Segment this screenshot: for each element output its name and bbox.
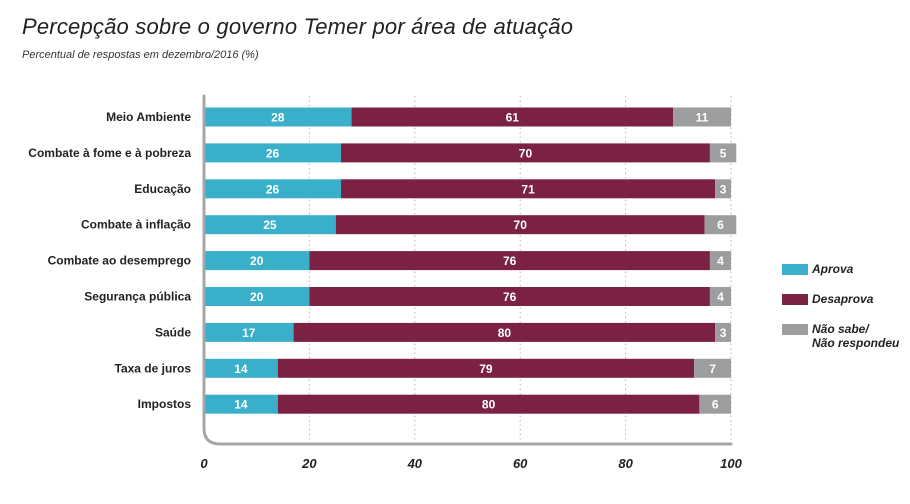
category-label-impostos: Impostos: [138, 397, 192, 411]
bar-nao-sabe-combate-a-fome-e-a-pobreza: [709, 143, 737, 163]
bar-nao-sabe-meio-ambiente: [673, 107, 731, 127]
data-label-nao-sabe-saude: 3: [720, 326, 727, 340]
bar-nao-sabe-educacao: [715, 179, 731, 199]
bar-aprova-combate-a-fome-e-a-pobreza: [204, 143, 342, 163]
data-label-nao-sabe-combate-a-inflacao: 6: [717, 218, 724, 232]
data-label-nao-sabe-taxa-de-juros: 7: [709, 362, 716, 376]
category-label-educacao: Educação: [134, 182, 191, 196]
data-label-nao-sabe-meio-ambiente: 11: [696, 111, 709, 125]
data-label-desaprova-combate-a-inflacao: 70: [514, 218, 528, 232]
x-tick-label-100: 100: [720, 456, 742, 471]
bar-desaprova-combate-a-fome-e-a-pobreza: [341, 143, 710, 163]
data-label-nao-sabe-seguranca-publica: 4: [717, 290, 724, 304]
legend-swatch-desaprova: [782, 294, 808, 305]
data-label-aprova-combate-ao-desemprego: 20: [250, 254, 264, 268]
bar-nao-sabe-combate-ao-desemprego: [709, 251, 731, 271]
data-label-desaprova-combate-a-fome-e-a-pobreza: 70: [519, 146, 533, 160]
legend-label-desaprova: Desaprova: [812, 292, 874, 306]
data-label-aprova-saude: 17: [242, 326, 256, 340]
x-tick-label-40: 40: [407, 456, 423, 471]
bar-aprova-seguranca-publica: [204, 287, 310, 306]
bar-desaprova-meio-ambiente: [351, 107, 674, 127]
data-label-desaprova-taxa-de-juros: 79: [479, 362, 493, 376]
bar-desaprova-combate-a-inflacao: [335, 215, 705, 235]
bar-aprova-meio-ambiente: [204, 107, 352, 127]
x-tick-label-80: 80: [618, 456, 633, 471]
legend-label-nao-sabe: Não sabe/ Não respondeu: [812, 322, 900, 350]
axis-line: [202, 94, 733, 446]
data-label-aprova-seguranca-publica: 20: [250, 290, 264, 304]
category-label-combate-a-inflacao: Combate à inflação: [81, 218, 191, 232]
bar-aprova-taxa-de-juros: [204, 358, 278, 378]
data-label-desaprova-combate-ao-desemprego: 76: [503, 254, 517, 268]
data-label-desaprova-saude: 80: [498, 326, 512, 340]
data-label-nao-sabe-impostos: 6: [712, 398, 719, 412]
bar-desaprova-educacao: [341, 179, 716, 199]
legend-label-aprova: Aprova: [812, 262, 854, 276]
category-label-combate-ao-desemprego: Combate ao desemprego: [48, 254, 191, 268]
bar-aprova-impostos: [204, 394, 278, 414]
legend-item-aprova: Aprova: [782, 262, 899, 276]
x-tick-label-20: 20: [301, 456, 317, 471]
data-label-nao-sabe-combate-a-fome-e-a-pobreza: 5: [720, 146, 727, 160]
data-label-aprova-combate-a-fome-e-a-pobreza: 26: [266, 146, 280, 160]
bar-nao-sabe-saude: [715, 322, 731, 342]
chart-subtitle: Percentual de respostas em dezembro/2016…: [22, 49, 259, 61]
bar-nao-sabe-combate-a-inflacao: [704, 215, 737, 235]
data-label-desaprova-educacao: 71: [521, 182, 535, 196]
x-tick-label-0: 0: [200, 456, 208, 471]
legend-swatch-aprova: [782, 264, 808, 275]
data-label-desaprova-impostos: 80: [482, 398, 496, 412]
bar-aprova-saude: [204, 322, 294, 342]
bar-aprova-combate-a-inflacao: [204, 215, 336, 235]
category-label-seguranca-publica: Segurança pública: [84, 290, 191, 304]
category-label-saude: Saúde: [155, 325, 191, 339]
legend: Aprova Desaprova Não sabe/ Não respondeu: [782, 262, 899, 366]
x-tick-label-60: 60: [513, 456, 528, 471]
data-label-desaprova-meio-ambiente: 61: [506, 111, 520, 125]
chart-title: Percepção sobre o governo Temer por área…: [22, 14, 574, 39]
bar-aprova-educacao: [204, 179, 342, 199]
category-label-taxa-de-juros: Taxa de juros: [115, 361, 192, 375]
bar-desaprova-combate-ao-desemprego: [309, 251, 710, 271]
bar-desaprova-impostos: [277, 394, 700, 414]
bar-desaprova-saude: [293, 322, 716, 342]
data-label-aprova-combate-a-inflacao: 25: [263, 218, 277, 232]
data-label-aprova-taxa-de-juros: 14: [234, 362, 248, 376]
data-label-aprova-educacao: 26: [266, 182, 280, 196]
category-label-meio-ambiente: Meio Ambiente: [106, 110, 191, 124]
legend-swatch-nao-sabe: [782, 324, 808, 335]
category-label-combate-a-fome-e-a-pobreza: Combate à fome e à pobreza: [28, 146, 191, 160]
data-label-nao-sabe-combate-ao-desemprego: 4: [717, 254, 724, 268]
bar-nao-sabe-impostos: [699, 394, 731, 414]
legend-item-nao-sabe: Não sabe/ Não respondeu: [782, 322, 899, 350]
bar-desaprova-seguranca-publica: [309, 287, 710, 306]
bar-desaprova-taxa-de-juros: [277, 358, 695, 378]
data-label-aprova-impostos: 14: [234, 398, 248, 412]
bar-aprova-combate-ao-desemprego: [204, 251, 310, 271]
bar-nao-sabe-seguranca-publica: [709, 287, 731, 306]
legend-item-desaprova: Desaprova: [782, 292, 899, 306]
bar-nao-sabe-taxa-de-juros: [694, 358, 731, 378]
data-label-desaprova-seguranca-publica: 76: [503, 290, 517, 304]
data-label-nao-sabe-educacao: 3: [720, 182, 727, 196]
data-label-aprova-meio-ambiente: 28: [271, 111, 285, 125]
